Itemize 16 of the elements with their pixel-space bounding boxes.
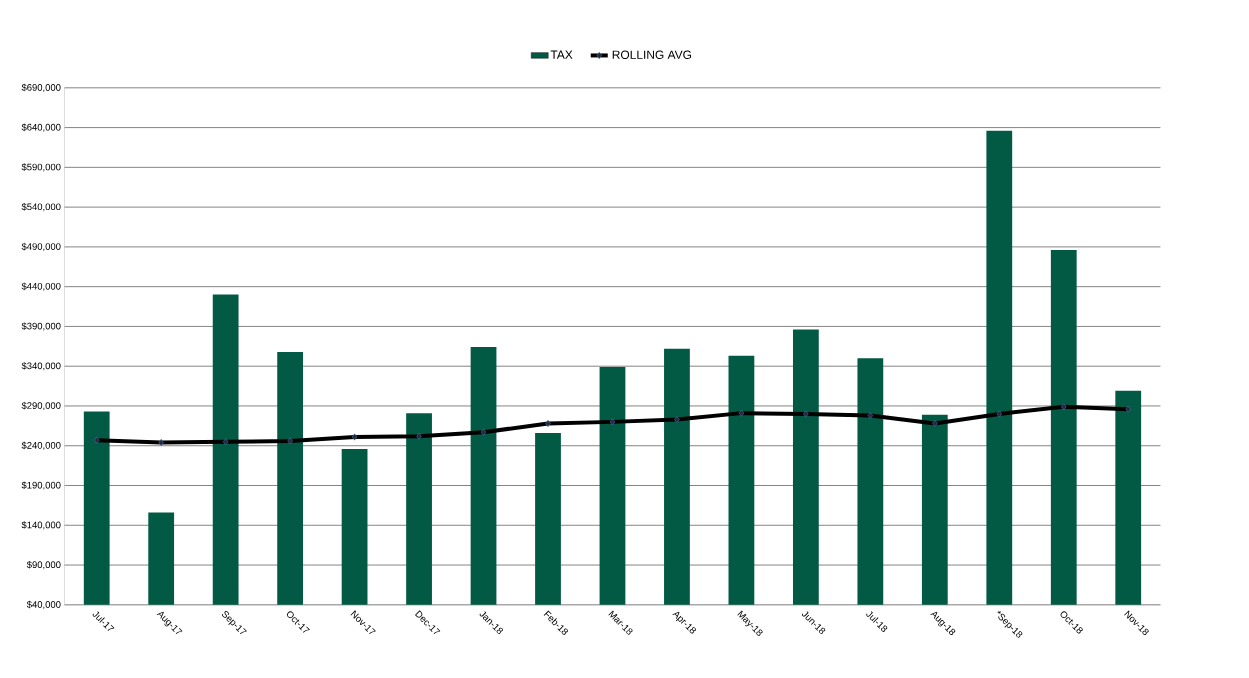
y-tick-label: $290,000 <box>21 401 61 411</box>
legend-label: TAX <box>550 50 573 59</box>
y-tick-label: $440,000 <box>21 282 61 291</box>
y-tick-label: $240,000 <box>21 441 61 450</box>
y-tick-label: $640,000 <box>21 123 61 132</box>
y-tick-label: $540,000 <box>21 203 61 212</box>
legend-label: ROLLING AVG <box>612 50 692 59</box>
y-tick-label: $390,000 <box>21 322 61 331</box>
y-tick-label: $90,000 <box>26 560 61 570</box>
y-tick-label: $40,000 <box>26 600 61 609</box>
y-tick-label: $340,000 <box>21 362 61 371</box>
y-tick-label: $690,000 <box>21 83 61 92</box>
y-tick-label: $590,000 <box>21 163 61 172</box>
y-tick-label: $140,000 <box>21 521 61 530</box>
y-tick-label: $490,000 <box>21 242 61 252</box>
y-tick-label: $190,000 <box>21 481 61 490</box>
